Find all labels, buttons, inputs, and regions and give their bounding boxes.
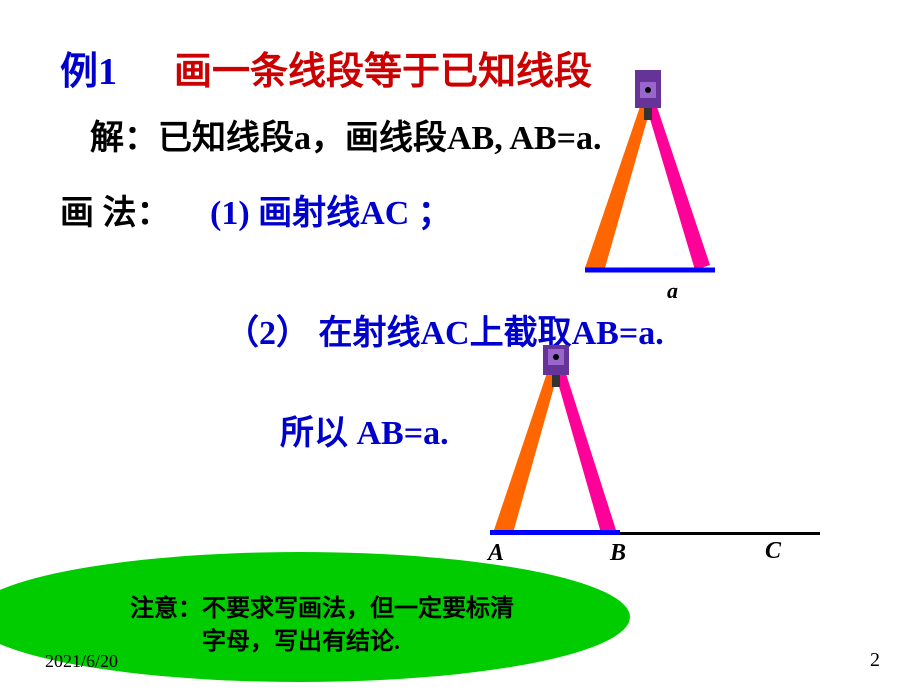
compass-top xyxy=(560,70,740,285)
compass-bottom xyxy=(488,345,668,550)
label-point-b: B xyxy=(610,540,626,567)
date-label: 2021/6/20 xyxy=(45,651,118,672)
conclusion: 所以 AB=a. xyxy=(280,405,449,454)
solution-line: 解：已知线段a，画线段AB, AB=a. xyxy=(90,110,601,159)
note-text: 注意：不要求写画法，但一定要标清 字母，写出有结论. xyxy=(130,593,514,660)
compass-icon xyxy=(488,345,668,545)
page-number: 2 xyxy=(870,649,880,672)
method-label: 画 法： xyxy=(60,185,171,234)
example-text: 画一条线段等于已知线段 xyxy=(174,51,592,93)
note-line-2: 字母，写出有结论. xyxy=(130,626,514,660)
step-1: (1) 画射线AC ； xyxy=(210,185,452,234)
note-line-1: 注意：不要求写画法，但一定要标清 xyxy=(130,593,514,627)
label-point-c: C xyxy=(765,538,781,565)
example-label: 例1 xyxy=(60,51,117,93)
segment-ab xyxy=(490,530,620,535)
compass-icon xyxy=(560,70,740,280)
title-row: 例1 画一条线段等于已知线段 xyxy=(60,40,592,95)
